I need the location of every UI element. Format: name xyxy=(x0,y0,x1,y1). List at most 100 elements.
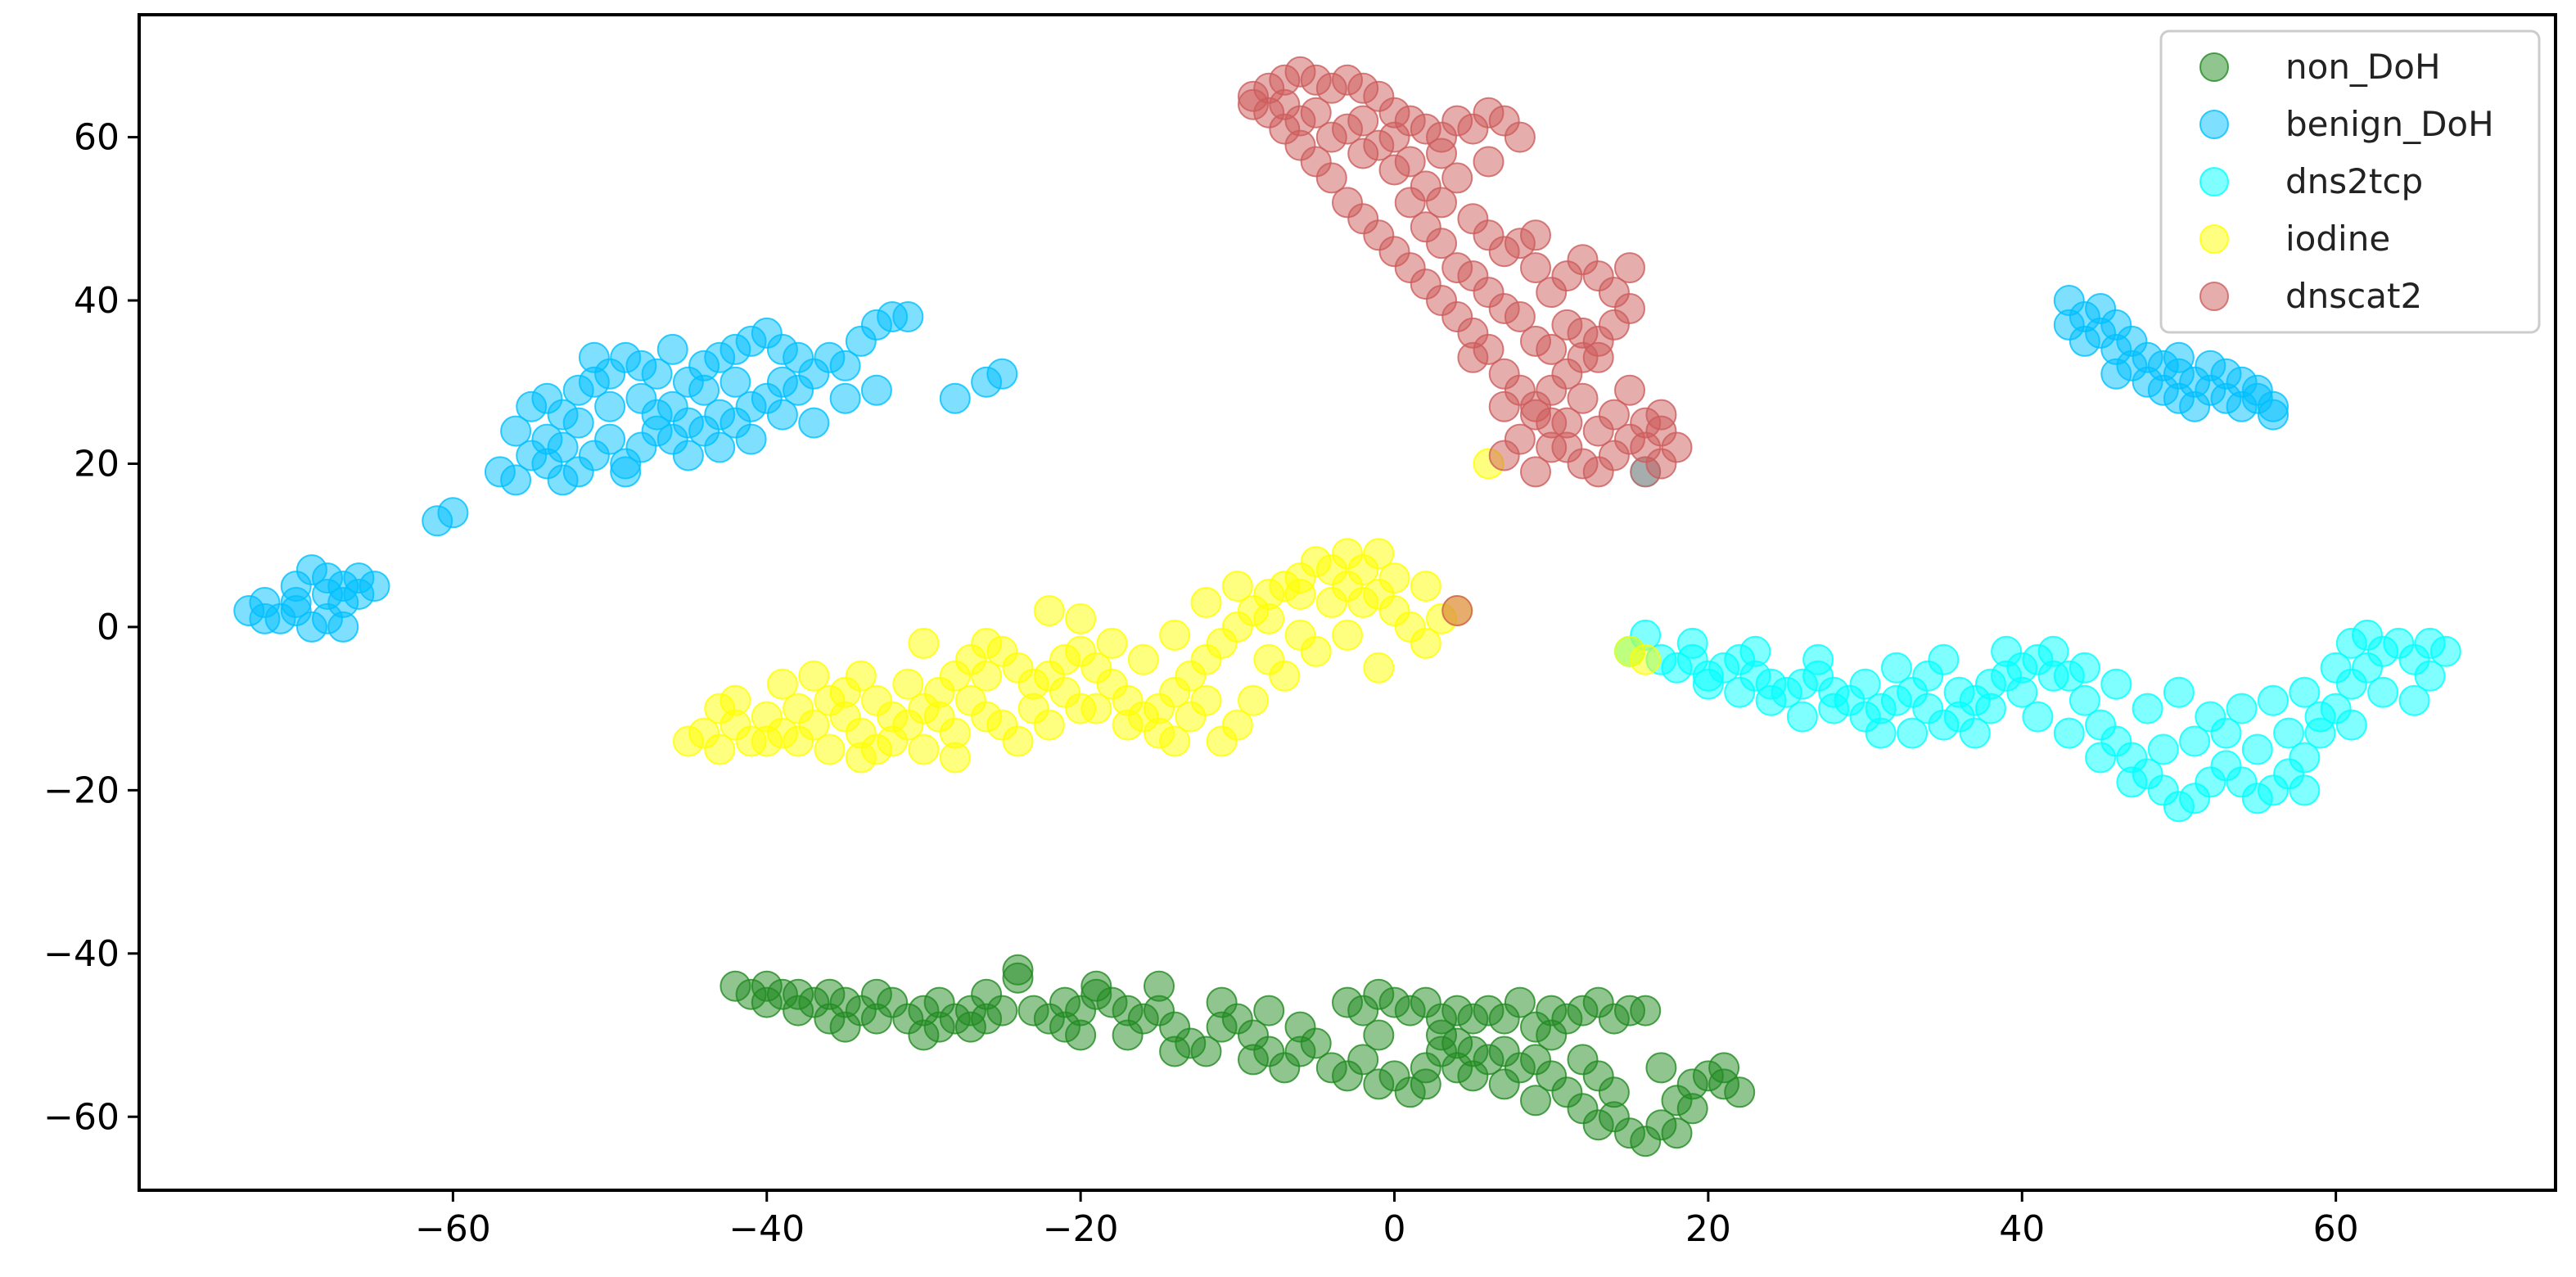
data-point xyxy=(1520,219,1551,251)
data-point xyxy=(908,1019,940,1051)
data-point xyxy=(1347,105,1379,137)
data-point xyxy=(1473,146,1505,178)
data-point xyxy=(939,742,971,774)
data-point xyxy=(2100,668,2132,700)
data-point xyxy=(1880,652,1912,684)
data-point xyxy=(1739,635,1771,667)
legend-label: benign_DoH xyxy=(2285,104,2494,144)
data-point xyxy=(1645,399,1677,431)
legend-box xyxy=(2159,29,2541,334)
data-point xyxy=(1033,709,1065,741)
data-point xyxy=(2210,358,2242,390)
data-point xyxy=(1865,717,1897,749)
data-point xyxy=(1488,390,1520,422)
data-point xyxy=(986,358,1018,390)
data-point xyxy=(1253,995,1285,1027)
data-point xyxy=(2335,709,2367,741)
points-layer xyxy=(233,56,2461,1157)
data-point xyxy=(1127,643,1159,675)
data-point xyxy=(829,382,861,414)
data-point xyxy=(1238,1044,1269,1076)
data-point xyxy=(1410,571,1441,602)
data-point xyxy=(1269,88,1301,120)
y-tick-label: 20 xyxy=(74,443,120,485)
data-point xyxy=(2367,676,2399,708)
x-tick-label: 0 xyxy=(1383,1208,1406,1250)
data-point xyxy=(1520,252,1551,284)
data-point xyxy=(2273,717,2305,749)
data-point xyxy=(1849,668,1881,700)
data-point xyxy=(500,415,532,447)
data-point xyxy=(1206,986,1238,1018)
data-point xyxy=(1473,277,1505,309)
data-point xyxy=(1676,627,1708,659)
legend-label: iodine xyxy=(2285,219,2390,259)
data-point xyxy=(2241,733,2273,765)
data-point xyxy=(1520,399,1551,431)
data-point xyxy=(1410,627,1441,659)
data-point xyxy=(531,423,563,455)
data-point xyxy=(783,341,814,373)
series-dnscat2 xyxy=(1238,56,1693,626)
data-point xyxy=(1457,341,1489,373)
series-benign_DoH xyxy=(233,285,2289,643)
x-axis: −60 −40 −20 0 20 40 60 xyxy=(415,1190,2359,1250)
data-point xyxy=(1786,701,1818,733)
data-point xyxy=(1943,676,1975,708)
x-tick-label: −40 xyxy=(729,1208,805,1250)
data-point xyxy=(1394,187,1426,219)
data-point xyxy=(1332,538,1363,570)
data-point xyxy=(1551,407,1583,439)
data-point xyxy=(798,407,830,439)
x-tick-label: 40 xyxy=(1999,1208,2045,1250)
data-point xyxy=(1363,538,1395,570)
data-point xyxy=(1928,643,1960,675)
data-point xyxy=(437,497,469,529)
data-point xyxy=(1802,643,1834,675)
data-point xyxy=(1410,211,1441,243)
data-point xyxy=(2179,390,2211,422)
data-point xyxy=(1520,456,1551,488)
data-point xyxy=(1441,595,1473,626)
data-point xyxy=(2289,676,2321,708)
data-point xyxy=(766,399,798,431)
data-point xyxy=(641,399,673,431)
legend-marker xyxy=(2199,167,2229,196)
data-point xyxy=(1190,587,1222,618)
data-point xyxy=(2147,733,2179,765)
data-point xyxy=(2289,742,2321,774)
data-point xyxy=(2289,774,2321,806)
x-tick-label: −60 xyxy=(415,1208,491,1250)
data-point xyxy=(1221,709,1253,741)
data-point xyxy=(1065,693,1097,724)
data-point xyxy=(1426,138,1457,169)
data-point xyxy=(2414,660,2446,692)
data-point xyxy=(2022,701,2054,733)
data-point xyxy=(1284,1011,1316,1043)
data-point xyxy=(2053,717,2085,749)
data-point xyxy=(2226,693,2258,724)
legend-marker xyxy=(2199,52,2229,82)
y-tick-label: −60 xyxy=(43,1096,120,1138)
data-point xyxy=(2163,341,2195,373)
data-point xyxy=(2006,676,2038,708)
data-point xyxy=(2085,293,2117,324)
data-point xyxy=(1394,146,1426,178)
data-point xyxy=(829,350,861,381)
data-point xyxy=(783,725,814,757)
legend-label: dnscat2 xyxy=(2285,276,2422,316)
data-point xyxy=(1284,579,1316,610)
data-point xyxy=(688,374,720,406)
series-non_DoH xyxy=(720,954,1756,1157)
data-point xyxy=(2179,725,2211,757)
data-point xyxy=(1567,317,1599,349)
data-point xyxy=(2398,684,2430,716)
data-point xyxy=(1315,587,1347,618)
data-point xyxy=(1159,619,1191,651)
data-point xyxy=(1363,1019,1395,1051)
data-point xyxy=(1582,341,1614,373)
data-point xyxy=(1065,1019,1097,1051)
data-point xyxy=(1536,431,1568,463)
data-point xyxy=(562,407,594,439)
